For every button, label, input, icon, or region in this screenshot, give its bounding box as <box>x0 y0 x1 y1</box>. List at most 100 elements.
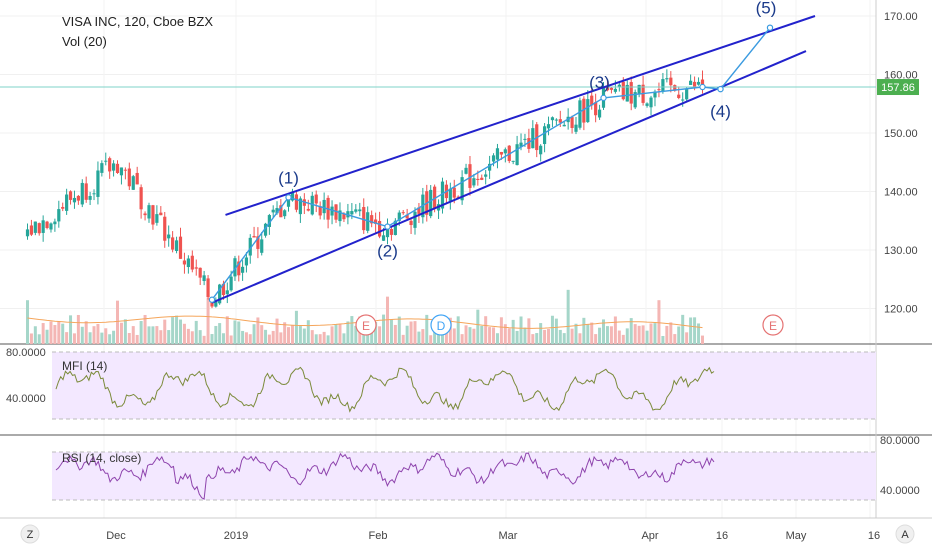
candle-body <box>468 164 472 188</box>
volume-bar <box>417 331 421 344</box>
volume-bar <box>665 325 669 344</box>
volume-bar <box>116 300 119 344</box>
event-badge-d: D <box>430 314 452 336</box>
volume-bar <box>202 335 206 344</box>
candle-body <box>167 234 171 239</box>
volume-bar <box>76 314 80 344</box>
candle-body <box>147 205 151 219</box>
candle-body <box>597 109 602 118</box>
volume-bar <box>33 326 37 344</box>
volume-bar <box>159 330 163 344</box>
volume-bar <box>629 318 633 344</box>
candle-body <box>108 158 112 172</box>
wave-point <box>208 296 216 303</box>
event-badge-circle <box>430 314 452 336</box>
candle-body <box>241 266 245 273</box>
candle-body <box>252 236 256 238</box>
volume-bar <box>697 323 701 344</box>
time-tick-label: Apr <box>641 530 658 542</box>
candle-body <box>613 88 617 92</box>
volume-bar <box>190 331 194 344</box>
candle-body <box>279 205 283 218</box>
candle-body <box>511 160 515 162</box>
volume-bar <box>237 321 241 344</box>
volume-bar <box>594 334 598 344</box>
volume-bar <box>480 325 484 344</box>
volume-bar <box>511 319 515 344</box>
candle-body <box>218 284 222 304</box>
candle-body <box>405 214 409 219</box>
candle-body <box>115 163 120 174</box>
candle-body <box>629 82 633 104</box>
mfi-tick-label: 40.0000 <box>6 393 46 405</box>
candle-body <box>202 275 206 282</box>
wave-point <box>285 194 292 201</box>
volume-bar <box>279 332 283 344</box>
candle-body <box>248 237 252 256</box>
volume-bar <box>378 326 382 344</box>
candle-body <box>657 89 661 91</box>
candle-body <box>476 178 480 180</box>
volume-bar <box>271 330 275 344</box>
volume-bar <box>342 333 346 344</box>
event-badge-letter: E <box>362 319 370 333</box>
mfi-band <box>52 352 876 419</box>
auto-scale-button[interactable]: A <box>895 524 915 544</box>
candle-body <box>653 91 657 98</box>
candle-body <box>605 86 610 91</box>
candle-body <box>542 126 547 145</box>
candle-body <box>456 196 460 198</box>
volume-bar <box>123 319 127 344</box>
price-tick-label: 150.00 <box>884 128 918 140</box>
volume-bar <box>382 314 386 344</box>
symbol-title: VISA INC, 120, Cboe BZX <box>62 14 213 29</box>
candle-body <box>286 199 291 207</box>
candle-body <box>362 207 366 231</box>
wave-label: (3) <box>589 73 610 92</box>
price-tick-label: 130.00 <box>884 245 918 257</box>
volume-bar <box>338 324 342 344</box>
zoom-button-bg <box>20 524 40 544</box>
volume-bar <box>346 321 350 344</box>
volume-bar <box>598 327 602 344</box>
volume-bar <box>65 332 69 344</box>
volume-bar <box>429 335 433 344</box>
candle-body <box>370 215 374 224</box>
candle-body <box>539 145 543 155</box>
candle-body <box>260 239 264 253</box>
volume-bar <box>448 317 452 344</box>
candle-body <box>389 228 394 235</box>
volume-bar <box>84 321 88 344</box>
candle-body <box>131 176 135 190</box>
volume-bar <box>53 325 57 344</box>
auto-scale-button-label: A <box>901 529 909 541</box>
candle-body <box>57 209 61 222</box>
zoom-button[interactable]: Z <box>20 524 40 544</box>
candle-body <box>72 197 77 203</box>
candle-body <box>488 163 492 171</box>
volume-bar <box>198 330 202 344</box>
volume-bar <box>554 318 558 344</box>
volume-bar <box>310 330 314 344</box>
volume-bar <box>306 320 310 344</box>
volume-bar <box>413 321 417 344</box>
rsi-tick-label: 40.0000 <box>880 485 920 497</box>
volume-bar <box>550 315 554 344</box>
volume-bar <box>621 334 625 344</box>
volume-bar <box>440 329 444 344</box>
volume-bar <box>586 324 590 344</box>
volume-bar <box>539 323 543 344</box>
last-price-value: 157.86 <box>881 82 915 94</box>
volume-bar <box>214 325 218 344</box>
candle-body <box>96 170 100 197</box>
volume-bar <box>397 316 401 344</box>
volume-bar <box>119 322 123 344</box>
candle-body <box>417 207 421 214</box>
volume-bar <box>456 316 460 344</box>
volume-bar <box>275 318 279 344</box>
volume-bar <box>182 323 186 344</box>
candle-body <box>374 219 378 224</box>
candle-body <box>290 191 295 201</box>
candle-body <box>696 81 701 85</box>
volume-bar <box>49 321 53 344</box>
